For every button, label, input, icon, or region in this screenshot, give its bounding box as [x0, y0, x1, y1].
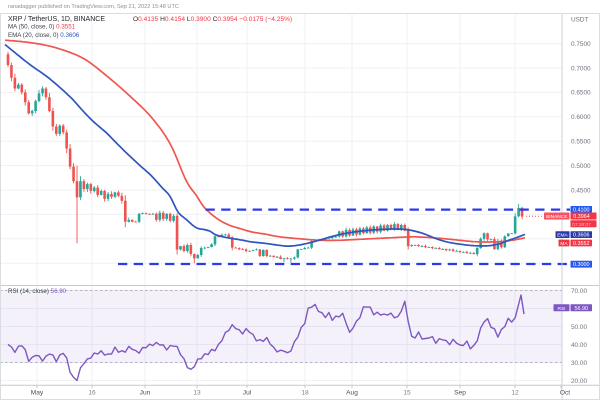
svg-text:0.3606: 0.3606	[573, 233, 590, 239]
svg-text:40.00: 40.00	[571, 342, 587, 349]
svg-text:16: 16	[88, 390, 96, 397]
svg-text:0.3552: 0.3552	[573, 241, 590, 247]
svg-text:XRP / TetherUS, 1D, BINANCE: XRP / TetherUS, 1D, BINANCE	[8, 16, 105, 23]
svg-text:USDT: USDT	[571, 17, 588, 24]
svg-text:May: May	[31, 390, 44, 397]
svg-text:0.4500: 0.4500	[571, 187, 591, 194]
svg-text:30.00: 30.00	[571, 360, 587, 367]
svg-text:Jul: Jul	[243, 390, 252, 397]
svg-text:RSI: RSI	[558, 306, 566, 312]
svg-text:18: 18	[301, 390, 309, 397]
svg-text:Sep: Sep	[454, 390, 466, 397]
svg-text:0.5000: 0.5000	[571, 163, 591, 170]
svg-text:RSI (14, close) 56.90: RSI (14, close) 56.90	[8, 288, 67, 295]
svg-text:O0.4135 H0.4154 L0.3900 C0.395: O0.4135 H0.4154 L0.3900 C0.3954 −0.0175 …	[133, 16, 292, 23]
svg-text:0.3000: 0.3000	[573, 262, 590, 268]
svg-text:0.7000: 0.7000	[571, 65, 591, 72]
svg-text:BINANCE: BINANCE	[546, 214, 567, 220]
svg-text:0.7500: 0.7500	[571, 41, 591, 48]
svg-text:ranadagger published on Tradin: ranadagger published on TradingView.com,…	[8, 4, 179, 10]
svg-text:MA (50, close, 0) 0.3551: MA (50, close, 0) 0.3551	[8, 24, 76, 31]
svg-text:20.00: 20.00	[571, 378, 587, 385]
svg-text:0.6000: 0.6000	[571, 114, 591, 121]
svg-text:0.5500: 0.5500	[571, 139, 591, 146]
svg-text:0.6500: 0.6500	[571, 90, 591, 97]
svg-text:EMA (20, close, 0) 0.3606: EMA (20, close, 0) 0.3606	[8, 32, 80, 39]
svg-text:50.00: 50.00	[571, 324, 587, 331]
svg-text:70.00: 70.00	[571, 288, 587, 295]
svg-text:EMA: EMA	[557, 233, 568, 239]
svg-text:MA: MA	[560, 241, 568, 247]
svg-text:Aug: Aug	[346, 390, 358, 397]
svg-text:12: 12	[511, 390, 519, 397]
svg-text:15: 15	[403, 390, 411, 397]
svg-text:Jun: Jun	[140, 390, 151, 397]
svg-text:0.3964: 0.3964	[573, 214, 590, 220]
svg-text:0.4100: 0.4100	[573, 207, 590, 213]
svg-text:56.90: 56.90	[575, 306, 589, 312]
svg-text:13: 13	[193, 390, 201, 397]
svg-text:07:28:07: 07:28:07	[572, 222, 591, 228]
svg-text:Oct: Oct	[560, 390, 570, 397]
